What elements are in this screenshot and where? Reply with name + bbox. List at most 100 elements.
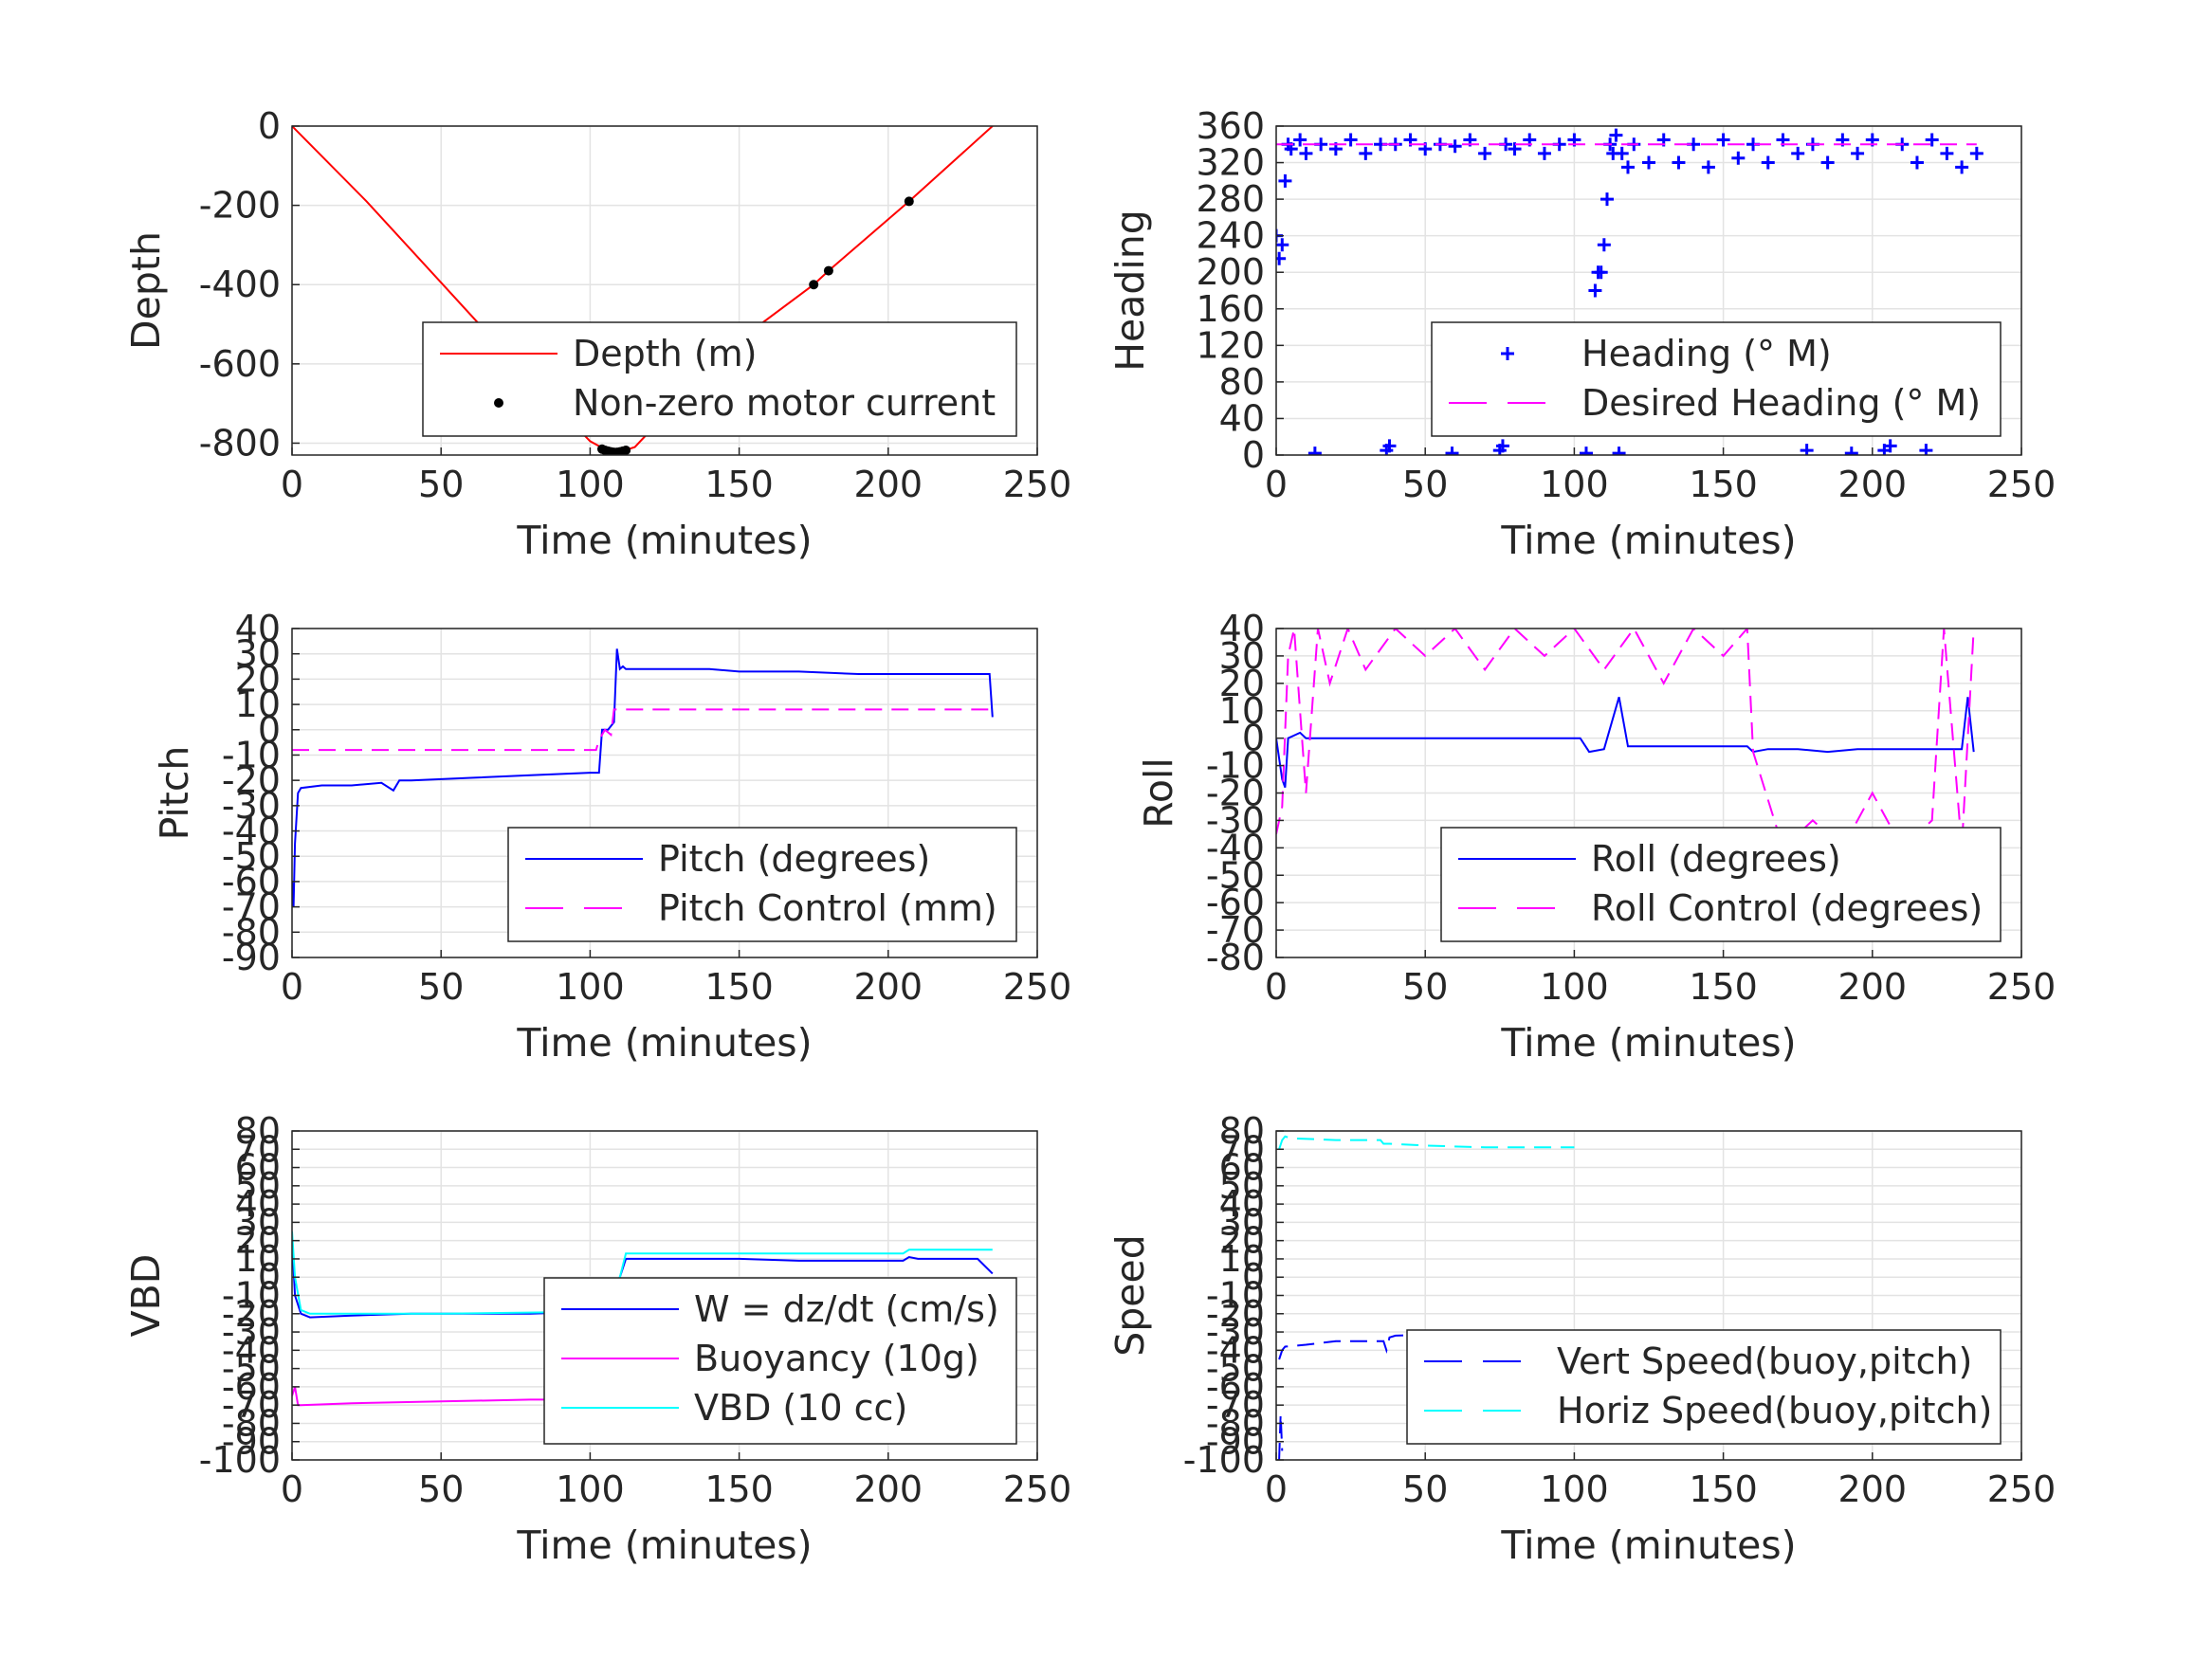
y-tick-label: 20 [235, 658, 281, 700]
y-tick-label: -10 [222, 734, 281, 775]
panel-4: 0 50 100 150 200 250403020100-10-20-30-40-50-… [1136, 608, 2056, 1066]
series-2-point [809, 280, 819, 290]
x-tick-label: 150 [704, 464, 774, 505]
series-1-point [1955, 160, 1969, 174]
legend-label: Roll (degrees) [1591, 838, 1841, 880]
y-tick-label: -100 [1183, 1439, 1265, 1481]
legend-swatch [1501, 347, 1514, 360]
y-tick-label: 320 [1196, 142, 1265, 184]
x-tick-label: 200 [1838, 966, 1908, 1008]
y-tick-label: 280 [1196, 178, 1265, 220]
series-1-point [1495, 439, 1509, 453]
x-tick-label: 150 [1689, 966, 1758, 1008]
y-tick-label: 70 [1219, 1128, 1265, 1170]
series-2-line [1278, 1413, 1284, 1460]
series-1-point [1293, 133, 1307, 147]
x-tick-label: 50 [418, 464, 464, 505]
y-tick-label: -10 [1206, 745, 1265, 787]
y-tick-label: 10 [235, 1238, 281, 1280]
y-tick-label: 30 [235, 633, 281, 675]
series-1-point [1382, 439, 1397, 453]
y-tick-label: -40 [222, 1329, 281, 1371]
series-1-point [1478, 146, 1492, 160]
x-tick-label: 50 [1402, 464, 1448, 505]
y-tick-label: 160 [1196, 288, 1265, 330]
y-tick-label: 70 [235, 1128, 281, 1170]
x-tick-label: 100 [556, 966, 625, 1008]
x-tick-label: 150 [704, 1468, 774, 1510]
y-tick-label: -100 [199, 1439, 281, 1481]
legend: Vert Speed(buoy,pitch) Horiz Speed(buoy,p… [1406, 1329, 2002, 1445]
y-tick-label: -20 [1206, 1293, 1265, 1335]
series-1-line [1276, 697, 1975, 789]
legend-box [422, 321, 1017, 437]
legend-label: VBD (10 cc) [694, 1387, 907, 1429]
y-axis-label: Speed [1107, 1234, 1153, 1357]
x-tick-label: 50 [1402, 966, 1448, 1008]
series-1-point [1307, 447, 1322, 455]
series-2-point [823, 265, 833, 276]
x-tick-label: 200 [1838, 464, 1908, 505]
y-tick-label: -70 [222, 1384, 281, 1426]
series-1-point [1600, 192, 1614, 207]
x-tick-label: 50 [418, 1468, 464, 1510]
legend: Depth (m) Non-zero motor current [422, 321, 1017, 437]
x-axis-label: Time (minutes) [516, 1020, 812, 1066]
legend-box [1406, 1329, 2002, 1445]
series-1-point [1844, 447, 1858, 455]
y-tick-label: 60 [235, 1147, 281, 1189]
y-tick-label: -60 [1206, 882, 1265, 923]
y-tick-label: -50 [1206, 854, 1265, 896]
x-axis-label: Time (minutes) [516, 518, 812, 563]
legend: Roll (degrees) Roll Control (degrees) [1440, 827, 2002, 942]
series-1-point [1731, 151, 1746, 165]
x-tick-label: 150 [1689, 464, 1758, 505]
series-1-point [1508, 142, 1522, 156]
y-tick-label: -800 [199, 422, 281, 464]
y-tick-label: 30 [235, 1201, 281, 1243]
y-axis-label: Roll [1136, 757, 1181, 829]
y-tick-label: 20 [1219, 663, 1265, 704]
y-tick-label: -80 [1206, 1402, 1265, 1444]
series-1-point [1359, 146, 1373, 160]
legend-label: Horiz Speed(buoy,pitch) [1557, 1390, 1992, 1431]
axes-box [1275, 125, 2022, 456]
series-1-point [1609, 128, 1623, 142]
y-tick-label: -90 [1206, 1421, 1265, 1463]
legend-label: Heading (° M) [1581, 333, 1832, 374]
y-tick-label: 10 [1219, 1238, 1265, 1280]
y-tick-label: 40 [1219, 1183, 1265, 1225]
series-1-point [1299, 146, 1313, 160]
y-axis-label: Pitch [152, 746, 197, 841]
legend-label: Desired Heading (° M) [1581, 382, 1981, 424]
series-1-point [1579, 447, 1593, 455]
x-axis-label: Time (minutes) [1500, 518, 1796, 563]
series-1-point [1278, 173, 1292, 188]
y-tick-label: -40 [1206, 1329, 1265, 1371]
series-2-line [292, 708, 993, 752]
y-tick-label: -70 [1206, 909, 1265, 951]
y-tick-label: -50 [222, 835, 281, 877]
y-tick-label: -30 [1206, 1311, 1265, 1353]
x-axis-label: Time (minutes) [516, 1522, 812, 1568]
legend-label: Pitch Control (mm) [658, 887, 997, 929]
x-tick-label: 250 [1987, 464, 2057, 505]
y-tick-label: 240 [1196, 215, 1265, 257]
y-tick-label: 30 [1219, 635, 1265, 677]
x-tick-label: 100 [1540, 464, 1609, 505]
series-1-point [1448, 139, 1462, 154]
y-tick-label: -60 [222, 861, 281, 902]
y-tick-label: -20 [1206, 773, 1265, 814]
x-tick-label: 100 [1540, 966, 1609, 1008]
y-tick-label: -90 [222, 1421, 281, 1463]
y-tick-label: -40 [1206, 827, 1265, 868]
x-tick-label: 50 [1402, 1468, 1448, 1510]
legend-label: Roll Control (degrees) [1591, 887, 1983, 929]
legend-label: Vert Speed(buoy,pitch) [1557, 1340, 1972, 1382]
series-1-point [1620, 160, 1635, 174]
series-1-point [1716, 133, 1730, 147]
y-tick-label: 50 [235, 1165, 281, 1207]
series-1-point [1276, 238, 1289, 252]
y-tick-label: -200 [199, 185, 281, 227]
